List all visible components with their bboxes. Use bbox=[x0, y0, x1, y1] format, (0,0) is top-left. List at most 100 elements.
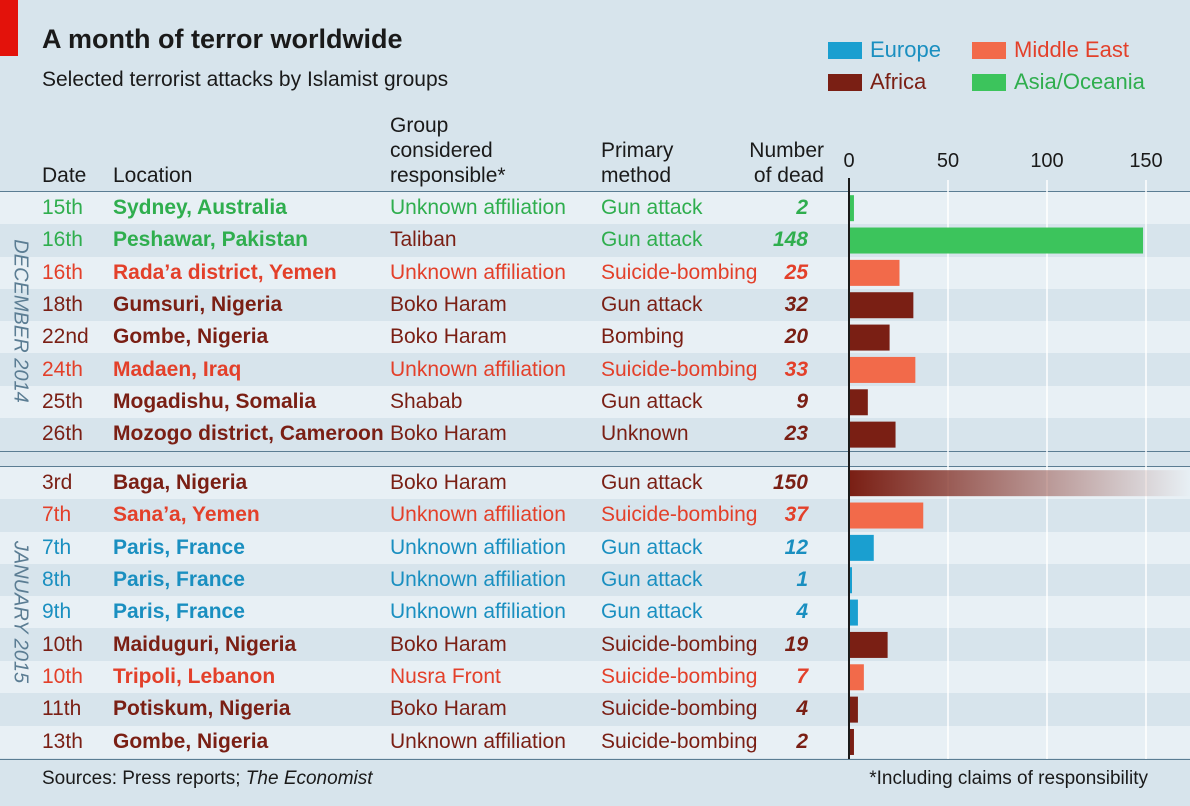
bar-13th-gombe-nigeria bbox=[850, 728, 854, 755]
cell-date: 7th bbox=[42, 503, 72, 527]
bar-18th-gumsuri-nigeria bbox=[850, 292, 914, 319]
header-location: Location bbox=[113, 164, 193, 187]
cell-date: 9th bbox=[42, 600, 72, 624]
cell-location: Sana’a, Yemen bbox=[113, 503, 260, 527]
cell-dead: 9 bbox=[796, 390, 808, 414]
footnote: *Including claims of responsibility bbox=[869, 768, 1148, 789]
cell-group: Unknown affiliation bbox=[390, 535, 566, 559]
cell-dead: 7 bbox=[796, 665, 808, 689]
cell-method: Gun attack bbox=[601, 471, 703, 494]
legend-label-europe: Europe bbox=[870, 37, 941, 62]
top-rule bbox=[0, 191, 1190, 192]
legend-swatch-africa bbox=[828, 73, 862, 91]
cell-location: Gombe, Nigeria bbox=[113, 729, 269, 753]
table-row: 8th Paris, France Unknown affiliation Gun a… bbox=[0, 564, 1190, 596]
table-row: 24th Madaen, Iraq Unknown affiliation Suici… bbox=[0, 354, 1190, 386]
legend-item-europe: Europe bbox=[828, 37, 941, 63]
cell-dead: 150 bbox=[772, 471, 808, 494]
legend-swatch-europe bbox=[828, 41, 862, 59]
bar-22nd-gombe-nigeria bbox=[850, 324, 890, 351]
cell-group: Unknown affiliation bbox=[390, 600, 566, 624]
cell-group: Unknown affiliation bbox=[390, 357, 566, 381]
cell-location: Madaen, Iraq bbox=[113, 357, 242, 381]
bar-10th-maiduguri-nigeria bbox=[850, 631, 888, 658]
cell-dead: 19 bbox=[784, 632, 808, 656]
cell-date: 16th bbox=[42, 260, 83, 284]
cell-date: 16th bbox=[42, 228, 83, 252]
bar-16th-peshawar-pakistan bbox=[850, 227, 1144, 254]
legend-swatch-middle-east bbox=[972, 41, 1006, 59]
cell-date: 24th bbox=[42, 357, 83, 381]
month-divider-top bbox=[0, 451, 1190, 452]
table-row: 25th Mogadishu, Somalia Shabab Gun attack 9 bbox=[0, 386, 1190, 419]
table-row: 11th Potiskum, Nigeria Boko Haram Suicide-b… bbox=[0, 693, 1190, 725]
table-row: 7th Paris, France Unknown affiliation Gun a… bbox=[0, 531, 1190, 564]
cell-method: Suicide-bombing bbox=[601, 503, 758, 527]
cell-group: Boko Haram bbox=[390, 325, 507, 349]
legend-swatch-asia-oceania bbox=[972, 73, 1006, 91]
cell-group: Boko Haram bbox=[390, 632, 507, 656]
cell-dead: 4 bbox=[796, 600, 808, 624]
cell-method: Unknown bbox=[601, 422, 689, 446]
red-accent-tab bbox=[0, 0, 18, 56]
cell-dead: 12 bbox=[784, 535, 808, 559]
table-row: 26th Mozogo district, Cameroon Boko Haram U… bbox=[0, 418, 1190, 450]
bar-10th-tripoli-lebanon bbox=[850, 664, 864, 691]
bar-7th-sana-a-yemen bbox=[850, 502, 924, 529]
cell-location: Paris, France bbox=[113, 568, 245, 592]
bar-7th-paris-france bbox=[850, 534, 874, 561]
cell-location: Peshawar, Pakistan bbox=[113, 228, 308, 252]
cell-method: Bombing bbox=[601, 325, 684, 349]
cell-group: Unknown affiliation bbox=[390, 568, 566, 592]
bar-9th-paris-france bbox=[850, 599, 858, 626]
table-row: 16th Rada’a district, Yemen Unknown affili… bbox=[0, 256, 1190, 289]
header-date: Date bbox=[42, 164, 87, 187]
cell-method: Suicide-bombing bbox=[601, 697, 758, 721]
sources-note: Sources: Press reports; The Economist bbox=[42, 768, 373, 790]
cell-method: Suicide-bombing bbox=[601, 632, 758, 656]
table-row: 15th Sydney, Australia Unknown affiliation… bbox=[0, 192, 1190, 224]
cell-date: 25th bbox=[42, 390, 83, 414]
sources-italic: The Economist bbox=[245, 768, 373, 789]
cell-dead: 2 bbox=[796, 196, 808, 219]
cell-date: 8th bbox=[42, 568, 72, 592]
bar-15th-sydney-australia bbox=[850, 195, 854, 222]
bar-24th-madaen-iraq bbox=[850, 356, 916, 383]
bar-11th-potiskum-nigeria bbox=[850, 696, 858, 723]
cell-dead: 1 bbox=[796, 568, 808, 592]
legend-item-middle-east: Middle East bbox=[972, 37, 1129, 63]
cell-method: Gun attack bbox=[601, 390, 703, 414]
cell-location: Baga, Nigeria bbox=[113, 471, 248, 494]
table-row: 18th Gumsuri, Nigeria Boko Haram Gun attack… bbox=[0, 289, 1190, 321]
sources-prefix: Sources: Press reports; bbox=[42, 768, 246, 789]
x-tick-50: 50 bbox=[936, 150, 960, 172]
cell-method: Suicide-bombing bbox=[601, 729, 758, 753]
cell-group: Taliban bbox=[390, 228, 457, 252]
legend-item-africa: Africa bbox=[828, 69, 926, 95]
cell-method: Suicide-bombing bbox=[601, 665, 758, 689]
cell-dead: 20 bbox=[784, 325, 808, 349]
cell-dead: 148 bbox=[772, 228, 808, 252]
cell-method: Suicide-bombing bbox=[601, 357, 758, 381]
cell-date: 3rd bbox=[42, 471, 73, 494]
table-row: 7th Sana’a, Yemen Unknown affiliation Suici… bbox=[0, 499, 1190, 531]
cell-group: Unknown affiliation bbox=[390, 196, 566, 219]
cell-method: Suicide-bombing bbox=[601, 260, 758, 284]
cell-group: Boko Haram bbox=[390, 293, 507, 317]
x-tick-100: 100 bbox=[1030, 150, 1064, 172]
x-tick-150: 150 bbox=[1129, 150, 1163, 172]
cell-group: Boko Haram bbox=[390, 471, 507, 494]
bottom-rule bbox=[0, 759, 1190, 760]
cell-dead: 37 bbox=[784, 503, 808, 527]
cell-dead: 33 bbox=[784, 357, 808, 381]
bar-3rd-baga-nigeria bbox=[850, 470, 1190, 497]
cell-method: Gun attack bbox=[601, 293, 703, 317]
cell-group: Shabab bbox=[390, 390, 463, 414]
cell-date: 26th bbox=[42, 422, 83, 446]
cell-date: 10th bbox=[42, 632, 83, 656]
cell-dead: 4 bbox=[796, 697, 808, 721]
cell-group: Nusra Front bbox=[390, 665, 501, 689]
table-row: 22nd Gombe, Nigeria Boko Haram Bombing 20 bbox=[0, 321, 1190, 354]
cell-date: 11th bbox=[42, 697, 82, 721]
